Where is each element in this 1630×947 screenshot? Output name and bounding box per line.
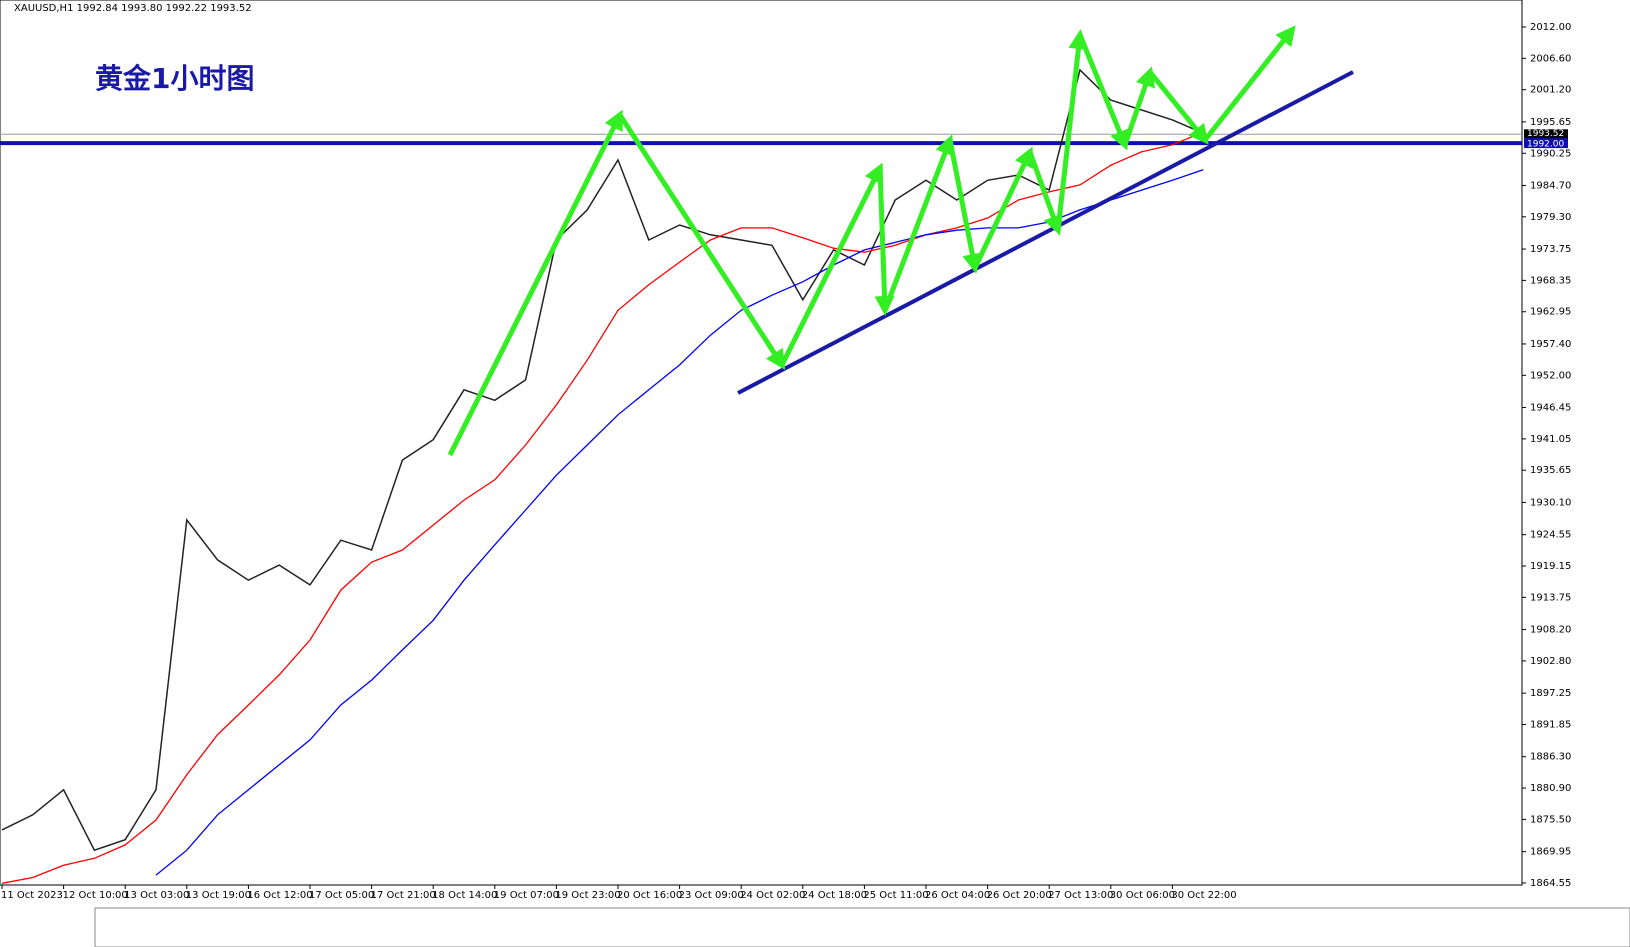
series-line (1, 68, 1204, 852)
y-tick-label: 1908.20 (1530, 625, 1571, 636)
y-tick-label: 1869.95 (1530, 847, 1571, 858)
y-tick-label: 1962.95 (1530, 307, 1571, 318)
y-tick-label: 1946.45 (1530, 403, 1571, 414)
y-tick-label: 1924.55 (1530, 530, 1571, 541)
x-tick-label: 26 Oct 20:00 (987, 890, 1052, 901)
y-tick-label: 2006.60 (1530, 53, 1571, 64)
y-tick-label: 1886.30 (1530, 752, 1571, 763)
x-tick-label: 23 Oct 09:00 (679, 890, 744, 901)
y-tick-label: 1891.85 (1530, 719, 1571, 730)
x-tick-label: 11 Oct 2023 (1, 890, 63, 901)
x-tick-label: 17 Oct 05:00 (309, 890, 374, 901)
wave-arrow (1027, 151, 1063, 236)
x-tick-label: 24 Oct 18:00 (802, 890, 867, 901)
wave-arrow (1203, 25, 1296, 142)
wave-arrow (779, 162, 883, 367)
x-tick-label: 13 Oct 19:00 (186, 890, 251, 901)
wave-arrow (1055, 29, 1089, 231)
wave-arrow (972, 146, 1034, 270)
x-tick-label: 16 Oct 12:00 (247, 890, 312, 901)
wave-arrow (874, 167, 895, 316)
y-tick-label: 1952.00 (1530, 370, 1571, 381)
x-tick-label: 27 Oct 13:00 (1048, 890, 1113, 901)
wave-arrow (882, 134, 955, 311)
x-tick-label: 30 Oct 22:00 (1171, 890, 1236, 901)
x-tick-label: 24 Oct 02:00 (740, 890, 805, 901)
wave-arrow (1148, 70, 1209, 145)
y-tick-label: 1995.65 (1530, 117, 1571, 128)
y-tick-label: 1957.40 (1530, 339, 1571, 350)
y-tick-label: 1875.50 (1530, 814, 1571, 825)
x-tick-label: 20 Oct 16:00 (617, 890, 682, 901)
x-tick-label: 25 Oct 11:00 (863, 890, 928, 901)
wave-arrow (1077, 34, 1129, 151)
x-tick-label: 30 Oct 06:00 (1110, 890, 1175, 901)
x-tick-label: 26 Oct 04:00 (925, 890, 990, 901)
price-tag (1524, 138, 1568, 149)
wave-arrow (447, 109, 623, 457)
y-tick-label: 1913.75 (1530, 592, 1571, 603)
y-tick-label: 1864.55 (1530, 878, 1571, 889)
y-tick-label: 1897.25 (1530, 688, 1571, 699)
y-tick-label: 1973.75 (1530, 244, 1571, 255)
x-tick-label: 18 Oct 14:00 (432, 890, 497, 901)
plot-area (0, 0, 1523, 886)
x-tick-label: 13 Oct 03:00 (124, 890, 189, 901)
y-tick-label: 1979.30 (1530, 212, 1571, 223)
y-tick-label: 1941.05 (1530, 434, 1571, 445)
wave-arrow (947, 139, 983, 274)
x-tick-label: 12 Oct 10:00 (63, 890, 128, 901)
wave-arrow (617, 113, 786, 371)
x-tick-label: 19 Oct 07:00 (494, 890, 559, 901)
x-tick-label: 19 Oct 23:00 (555, 890, 620, 901)
y-tick-label: 1880.90 (1530, 783, 1571, 794)
y-tick-label: 1990.25 (1530, 148, 1571, 159)
y-tick-label: 1919.15 (1530, 561, 1571, 572)
y-tick-label: 1902.80 (1530, 656, 1571, 667)
x-tick-label: 17 Oct 21:00 (371, 890, 436, 901)
y-tick-label: 2012.00 (1530, 22, 1571, 33)
wave-arrow (1122, 66, 1155, 146)
y-tick-label: 2001.20 (1530, 85, 1571, 96)
series-line (155, 169, 1204, 876)
price-tag (1524, 129, 1568, 140)
y-tick-label: 1984.70 (1530, 180, 1571, 191)
price-tag-label: 1993.52 (1527, 129, 1564, 139)
price-tag-label: 1992.00 (1527, 140, 1564, 150)
chart-title: 黄金1小时图 (95, 62, 254, 95)
header: XAUUSD,H1 1992.84 1993.80 1992.22 1993.5… (14, 3, 252, 14)
y-tick-label: 1935.65 (1530, 465, 1571, 476)
scroll-area (94, 907, 1630, 947)
y-tick-label: 1968.35 (1530, 275, 1571, 286)
y-tick-label: 1930.10 (1530, 497, 1571, 508)
